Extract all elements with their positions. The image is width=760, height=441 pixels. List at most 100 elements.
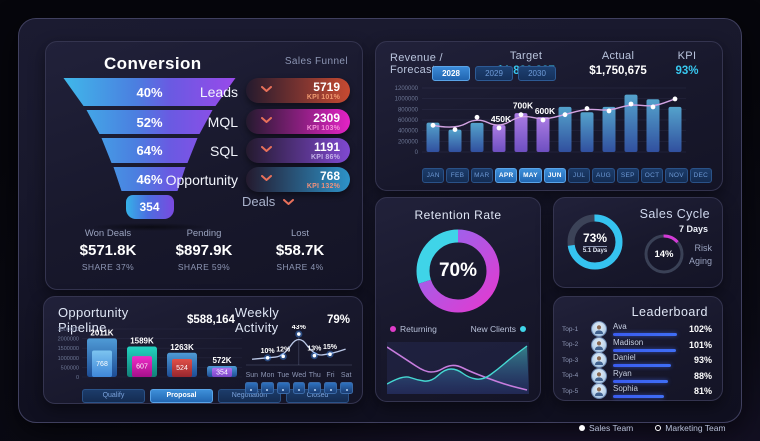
legend-label: Marketing Team (665, 423, 726, 433)
month-button-apr[interactable]: APR (494, 168, 518, 183)
person-name: Daniel (613, 353, 636, 362)
stage-label-opportunity: Opportunity (165, 171, 238, 188)
legend-sales-team[interactable]: Sales Team (579, 423, 633, 433)
chevron-down-icon[interactable] (261, 117, 272, 123)
month-button-dec[interactable]: DEC (689, 168, 712, 183)
pipeline-bar-chart: 0 500000 1000000 1500000 2000000 2500000 2011K… (58, 327, 242, 381)
svg-text:600000: 600000 (398, 118, 419, 124)
year-tab-2029[interactable]: 2029 (475, 66, 513, 81)
funnel-segment-mql: 52% (86, 110, 213, 134)
avatar (591, 336, 607, 353)
chevron-down-icon[interactable] (261, 146, 272, 152)
weekly-activity-value: 79% (326, 314, 350, 326)
svg-text:2011K: 2011K (90, 328, 113, 337)
retention-area-chart (387, 342, 529, 394)
funnel-percent-label: 64% (136, 143, 163, 158)
leaderboard-title: Leaderboard (631, 305, 708, 319)
cycle-center: 73% 5.1 Days (566, 213, 624, 271)
weekday-label-sat: Sat (340, 372, 352, 379)
legend-marketing-team[interactable]: Marketing Team (655, 423, 726, 433)
score-bar (613, 348, 677, 352)
month-button-may[interactable]: MAY (519, 168, 542, 183)
stage-value: 5719 (313, 80, 340, 94)
kpi-pill-leads[interactable]: 5719 KPI 101% (246, 78, 350, 103)
retention-title: Retention Rate (414, 208, 502, 222)
svg-text:800000: 800000 (398, 107, 419, 113)
weekday-label-sun: Sun (245, 372, 259, 379)
kpi-pill-mql[interactable]: 2309 KPI 103% (246, 109, 350, 134)
svg-text:400000: 400000 (398, 129, 419, 135)
stat-value: $58.7K (275, 242, 325, 259)
kpi-pill-sql[interactable]: 1191 KPI 86% (246, 138, 350, 163)
day-button-sat[interactable] (340, 382, 354, 394)
day-button-wed[interactable] (292, 382, 306, 394)
score-bar (613, 333, 677, 336)
returning-label: Returning (400, 324, 437, 334)
avatar (591, 352, 607, 368)
pipeline-header: Opportunity Pipeline $588,164 Weekly Act… (58, 305, 350, 335)
day-button-fri[interactable] (324, 382, 338, 394)
stat-pending: Pending $897.9K SHARE 59% (156, 228, 252, 272)
month-button-jun[interactable]: JUN (543, 168, 566, 183)
stat-label: Lost (291, 228, 309, 239)
stage-kpi: KPI 101% (306, 94, 340, 101)
kpi-value: 93% (675, 65, 699, 77)
new-clients-dot-icon (520, 326, 526, 332)
leaderboard-row-ryan[interactable]: Top-4 Ryan 88% (562, 367, 712, 384)
sales-cycle-days: 7 Days (678, 224, 708, 234)
funnel-row-opportunity: Opportunity 768 KPI 132% (164, 167, 350, 192)
person-icon (595, 325, 603, 334)
rank-label: Top-1 (562, 325, 579, 333)
chevron-down-icon[interactable] (283, 198, 295, 205)
deal-stats-row: Won Deals $571.8K SHARE 37% Pending $897.9K S… (60, 228, 348, 272)
month-button-sep[interactable]: SEP (616, 168, 639, 183)
leaderboard-row-ava[interactable]: Top-1 Ava 102% (562, 321, 712, 337)
month-button-nov[interactable]: NOV (665, 168, 688, 183)
leaderboard-row-daniel[interactable]: Top-3 Daniel 93% (562, 352, 712, 368)
month-button-mar[interactable]: MAR (470, 168, 493, 183)
day-button-tue[interactable] (276, 382, 290, 394)
stage-label-leads: Leads (199, 83, 238, 100)
risk-aging-label: Risk Aging (689, 242, 712, 268)
leaderboard-panel: Leaderboard Top-1 Ava 102% Top-2 Madison 101%… (553, 296, 723, 401)
leaderboard-row-sophia[interactable]: Top-5 Sophia 81% (562, 383, 712, 399)
month-button-feb[interactable]: FEB (446, 168, 469, 183)
month-button-jul[interactable]: JUL (567, 168, 591, 183)
weekday-label-tue: Tue (277, 372, 290, 379)
day-button-thu[interactable] (308, 382, 322, 394)
sales-funnel-label: Sales Funnel (284, 56, 348, 67)
month-button-aug[interactable]: AUG (592, 168, 615, 183)
chevron-down-icon[interactable] (261, 175, 272, 181)
name-and-bar: Daniel (613, 353, 677, 367)
team-legend: Sales Team Marketing Team (579, 423, 726, 433)
year-tab-2030[interactable]: 2030 (518, 66, 556, 81)
funnel-percent-label: 40% (136, 84, 163, 100)
revenue-forecast-panel: Revenue / Forecast Target $1,880,887 Act… (375, 41, 723, 191)
stage-button-qualify[interactable]: Qualify (82, 389, 145, 403)
svg-text:200000: 200000 (398, 139, 419, 145)
risk-value: 14% (654, 248, 674, 260)
revenue-title: Revenue / Forecast (390, 52, 443, 76)
day-button-sun[interactable] (245, 382, 258, 394)
year-tab-2028[interactable]: 2028 (432, 66, 470, 81)
stage-label-mql: MQL (207, 113, 238, 130)
leaderboard-row-madison[interactable]: Top-2 Madison 101% (562, 336, 712, 353)
day-button-mon[interactable] (260, 382, 274, 394)
month-button-oct[interactable]: OCT (640, 168, 664, 183)
kpi-label: KPI (677, 50, 697, 62)
retention-center-value: 70% (438, 260, 478, 281)
chevron-down-icon[interactable] (261, 86, 272, 92)
weekday-buttons (244, 382, 354, 394)
risk-label: Risk (694, 243, 713, 253)
funnel-shadow (89, 223, 210, 231)
legend-new-clients[interactable]: New Clients (471, 324, 526, 334)
legend-returning[interactable]: Returning (390, 324, 437, 334)
month-buttons-row: JAN FEB MAR APR MAY JUN JUL AUG SEP OCT NOV DEC (422, 168, 712, 183)
deals-row[interactable]: Deals (242, 194, 295, 209)
stat-share: SHARE 37% (81, 262, 135, 272)
svg-text:15%: 15% (323, 344, 338, 351)
stage-button-proposal[interactable]: Proposal (150, 389, 213, 403)
kpi-pill-opportunity[interactable]: 768 KPI 132% (246, 167, 350, 192)
month-button-jan[interactable]: JAN (422, 168, 445, 183)
score-bar (613, 395, 664, 398)
